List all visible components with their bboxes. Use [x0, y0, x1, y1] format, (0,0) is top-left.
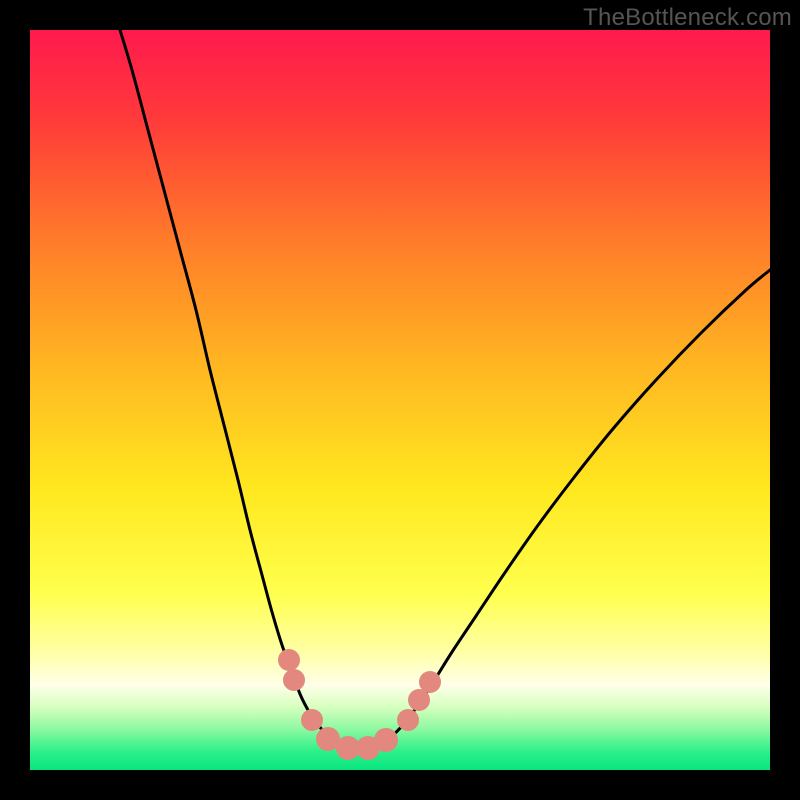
watermark-text: TheBottleneck.com [583, 4, 792, 32]
chart-background [30, 30, 770, 770]
canvas: TheBottleneck.com [0, 0, 800, 800]
